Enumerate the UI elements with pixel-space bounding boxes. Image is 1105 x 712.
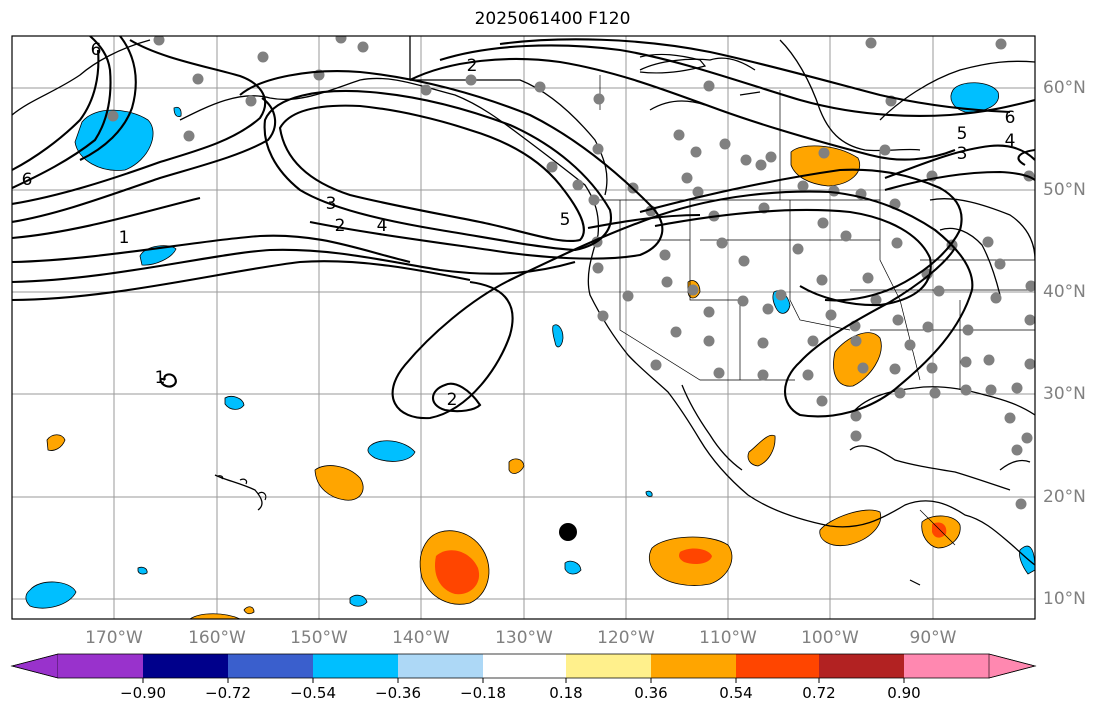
positive-anomaly-areas xyxy=(46,145,961,619)
contour-label: 6 xyxy=(91,40,102,60)
colorbar-segment xyxy=(398,654,483,678)
colorbar: −0.90 −0.72 −0.54 −0.36 −0.18 0.18 0.36 … xyxy=(10,653,1037,702)
colorbar-outline xyxy=(10,653,1037,679)
colorbar-segment xyxy=(651,654,736,678)
colorbar-segment xyxy=(313,654,398,678)
map-frame xyxy=(11,35,1036,620)
contour-label: 4 xyxy=(1005,131,1016,151)
colorbar-segment xyxy=(736,654,819,678)
colorbar-tick-label: 0.36 xyxy=(634,684,667,702)
contour-label: 2 xyxy=(335,216,346,236)
colorbar-tick-label: −0.72 xyxy=(205,684,251,702)
colorbar-tick-label: 0.72 xyxy=(802,684,835,702)
colorbar-segment xyxy=(566,654,651,678)
contour-label: 1 xyxy=(155,368,166,388)
contour-label: 6 xyxy=(22,170,33,190)
colorbar-tick-label: 0.54 xyxy=(719,684,752,702)
colorbar-extend-low xyxy=(10,653,59,679)
station-dots xyxy=(107,36,1035,510)
colorbar-segment xyxy=(228,654,313,678)
lat-label: 40°N xyxy=(1043,282,1086,302)
political-borders xyxy=(598,75,1035,546)
lon-label: 130°W xyxy=(495,628,553,648)
colorbar-tick-label: −0.90 xyxy=(120,684,166,702)
colorbar-tick-label: 0.18 xyxy=(549,684,582,702)
lon-label: 120°W xyxy=(597,628,655,648)
lon-label: 170°W xyxy=(85,628,143,648)
contour-label: 5 xyxy=(957,124,968,144)
colorbar-segment xyxy=(58,654,143,678)
contour-label: 2 xyxy=(447,390,458,410)
latitude-labels: 60°N 50°N 40°N 30°N 20°N 10°N xyxy=(1043,78,1086,609)
colorbar-segment xyxy=(483,654,566,678)
center-point-marker xyxy=(559,523,577,541)
contour-label: 3 xyxy=(957,144,968,164)
lon-label: 100°W xyxy=(801,628,859,648)
contour-label: 6 xyxy=(1005,108,1016,128)
islands xyxy=(217,53,921,586)
lon-label: 140°W xyxy=(392,628,450,648)
lat-label: 60°N xyxy=(1043,78,1086,98)
longitude-labels: 170°W 160°W 150°W 140°W 130°W 120°W 110°… xyxy=(85,628,957,648)
lat-label: 30°N xyxy=(1043,384,1086,404)
contour-label: 3 xyxy=(326,194,337,214)
lon-label: 90°W xyxy=(910,628,957,648)
coastlines xyxy=(12,36,1035,566)
lon-label: 150°W xyxy=(290,628,348,648)
lat-label: 20°N xyxy=(1043,487,1086,507)
lon-label: 110°W xyxy=(699,628,757,648)
lon-label: 160°W xyxy=(188,628,246,648)
colorbar-tick-label: −0.36 xyxy=(375,684,421,702)
contour-label: 5 xyxy=(560,210,571,230)
lat-label: 10°N xyxy=(1043,589,1086,609)
colorbar-segment xyxy=(143,654,228,678)
lat-label: 50°N xyxy=(1043,180,1086,200)
contour-label: 1 xyxy=(119,228,130,248)
colorbar-tick-label: 0.90 xyxy=(887,684,920,702)
colorbar-segment xyxy=(819,654,904,678)
colorbar-tick-label: −0.54 xyxy=(290,684,336,702)
contour-lines xyxy=(12,36,1035,420)
colorbar-segment xyxy=(904,654,989,678)
contour-label: 2 xyxy=(467,56,478,76)
colorbar-tick-label: −0.18 xyxy=(460,684,506,702)
colorbar-extend-high xyxy=(988,653,1037,679)
contour-label: 4 xyxy=(377,216,388,236)
map-title: 2025061400 F120 xyxy=(474,9,631,29)
contour-labels: 2 6 5 4 3 6 1 3 2 4 5 6 1 2 xyxy=(22,40,1016,410)
